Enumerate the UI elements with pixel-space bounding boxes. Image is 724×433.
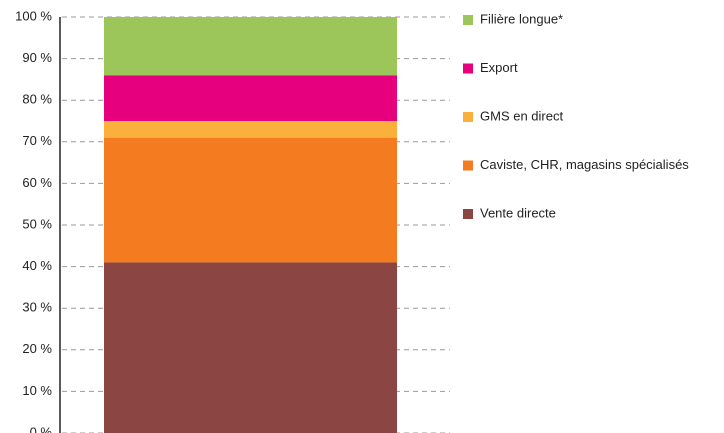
legend-label: Caviste, CHR, magasins spécialisés bbox=[480, 157, 689, 172]
y-tick-label: 100 % bbox=[15, 8, 52, 23]
y-tick-label: 40 % bbox=[22, 258, 52, 273]
bar-segment bbox=[104, 262, 397, 433]
legend-swatch bbox=[463, 15, 473, 25]
legend-label: Export bbox=[480, 60, 518, 75]
legend-label: Filière longue* bbox=[480, 11, 563, 26]
bar-segment bbox=[104, 17, 397, 76]
bar-segment bbox=[104, 137, 397, 263]
y-tick-label: 30 % bbox=[22, 300, 52, 315]
legend-swatch bbox=[463, 160, 473, 171]
y-tick-label: 0 % bbox=[30, 424, 53, 433]
legend-label: GMS en direct bbox=[480, 108, 563, 123]
y-tick-label: 80 % bbox=[22, 92, 52, 107]
legend-swatch bbox=[463, 112, 473, 122]
y-tick-label: 60 % bbox=[22, 175, 52, 190]
legend-swatch bbox=[463, 63, 473, 74]
y-tick-label: 10 % bbox=[22, 383, 52, 398]
y-tick-label: 50 % bbox=[22, 216, 52, 231]
y-tick-label: 20 % bbox=[22, 341, 52, 356]
legend-label: Vente directe bbox=[480, 205, 556, 220]
y-tick-label: 70 % bbox=[22, 133, 52, 148]
bar-segment bbox=[104, 75, 397, 121]
legend-swatch bbox=[463, 209, 473, 219]
bar-segment bbox=[104, 121, 397, 138]
y-tick-label: 90 % bbox=[22, 50, 52, 65]
